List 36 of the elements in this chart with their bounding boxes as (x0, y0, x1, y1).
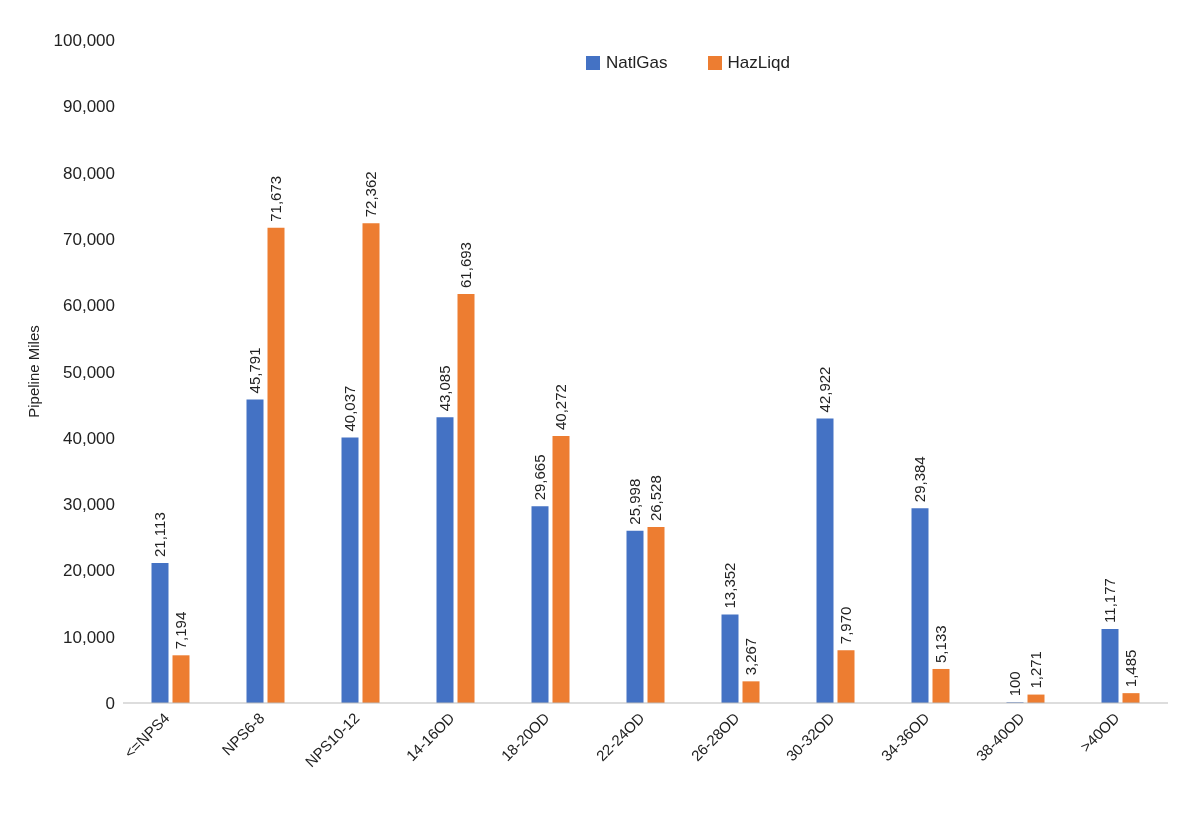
data-label: 3,267 (742, 637, 759, 676)
y-tick-label: 90,000 (63, 97, 115, 117)
data-label: 25,998 (626, 478, 643, 525)
data-label: 71,673 (267, 175, 284, 222)
y-tick-label: 80,000 (63, 163, 115, 183)
data-label: 21,113 (151, 512, 168, 558)
data-label: 5,133 (932, 625, 949, 663)
data-label: 1,271 (1027, 651, 1044, 689)
data-label: 11,177 (1101, 578, 1118, 623)
y-axis-title: Pipeline Miles (25, 325, 43, 418)
data-label: 72,362 (362, 171, 379, 218)
data-label: 1,485 (1122, 649, 1139, 688)
data-label: 40,037 (341, 385, 358, 432)
legend-label: HazLiqd (726, 53, 790, 73)
legend-label: NatlGas (605, 53, 668, 73)
data-label: 29,665 (531, 454, 548, 501)
data-label: 13,352 (721, 562, 738, 609)
y-tick-label: 20,000 (63, 561, 115, 581)
y-tick-label: 0 (105, 694, 115, 714)
data-label: 7,970 (837, 606, 854, 645)
data-label: 42,922 (816, 366, 833, 413)
y-tick-label: 30,000 (63, 495, 115, 515)
data-label: 100 (1006, 671, 1023, 697)
y-tick-label: 40,000 (63, 428, 115, 448)
data-label: 26,528 (647, 475, 664, 522)
data-label: 45,791 (246, 347, 263, 394)
data-label: 40,272 (552, 384, 569, 430)
data-label: 29,384 (911, 456, 928, 503)
y-tick-label: 10,000 (63, 627, 115, 647)
data-label: 7,194 (172, 611, 189, 650)
y-tick-label: 100,000 (53, 31, 115, 51)
data-label: 43,085 (436, 365, 453, 412)
y-tick-label: 60,000 (63, 296, 115, 316)
y-tick-label: 70,000 (63, 229, 115, 249)
y-tick-label: 50,000 (63, 362, 115, 382)
data-label: 61,693 (457, 242, 474, 288)
